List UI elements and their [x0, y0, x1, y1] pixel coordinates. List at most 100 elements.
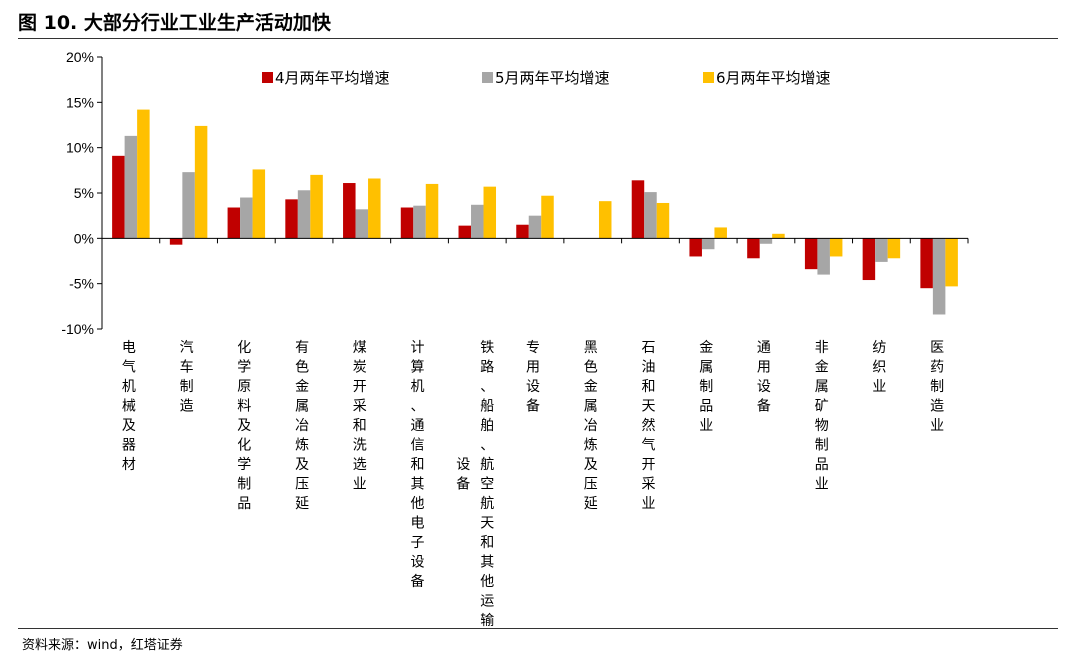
- bar-series-3-cat-10: [656, 202, 670, 239]
- category-label: 专用设备: [526, 340, 540, 415]
- category-label: 计算机、通信和其他电子设备: [411, 340, 425, 590]
- category-label-text: 医药制造业: [930, 340, 944, 434]
- bar-series-3-cat-8: [541, 195, 554, 239]
- category-label: 煤炭开采和洗选业: [353, 340, 367, 493]
- bar-series-2-cat-7: [471, 204, 484, 239]
- category-label: 化学原料及化学制品: [237, 340, 251, 512]
- category-label-text: 汽车制造: [180, 340, 194, 415]
- bar-series-3-cat-15: [945, 238, 958, 287]
- bar-series-3-cat-9: [598, 201, 612, 239]
- y-tick-label: 20%: [66, 49, 94, 65]
- category-label: 汽车制造: [180, 340, 194, 415]
- legend-swatch: [262, 72, 273, 83]
- bar-series-2-cat-4: [297, 190, 311, 239]
- bar-series-1-cat-6: [400, 207, 414, 239]
- category-label: 医药制造业: [930, 340, 944, 434]
- bar-series-1-cat-10: [631, 180, 645, 239]
- category-label-text: 专用设备: [526, 340, 540, 415]
- category-label-text: 铁路、船舶、航空航天和其他运输: [480, 340, 494, 629]
- bar-series-1-cat-13: [804, 238, 818, 270]
- bar-series-2-cat-8: [528, 215, 542, 239]
- legend: 4月两年平均增速 5月两年平均增速 6月两年平均增速: [262, 69, 831, 87]
- category-label: 有色金属冶炼及压延: [295, 340, 309, 512]
- legend-label: 6月两年平均增速: [716, 69, 831, 87]
- source-note: 资料来源：wind，红塔证券: [22, 638, 183, 653]
- title-divider: [18, 38, 1058, 39]
- legend-swatch: [703, 72, 714, 83]
- bar-series-2-cat-6: [413, 205, 426, 239]
- bar-series-3-cat-6: [425, 183, 439, 239]
- y-tick-label: 5%: [74, 185, 94, 201]
- bar-series-1-cat-14: [862, 238, 876, 281]
- bar-series-1-cat-1: [112, 155, 125, 239]
- legend-label: 4月两年平均增速: [275, 69, 390, 87]
- bar-series-1-cat-15: [920, 238, 933, 289]
- bar-series-1-cat-8: [516, 224, 529, 239]
- bar-series-1-cat-11: [689, 238, 702, 257]
- bar-series-1-cat-4: [285, 199, 298, 239]
- category-label-text: 设备: [456, 457, 470, 493]
- bar-series-1-cat-12: [747, 238, 760, 259]
- y-tick-label: 0%: [74, 230, 94, 246]
- category-labels: 电气机械及器材 汽车制造 化学原料及化学制品 有色金属冶炼及压延 煤炭开采和洗选业 计算机…: [122, 340, 944, 629]
- category-label-text: 有色金属冶炼及压延: [295, 340, 309, 512]
- y-axis: -10% -5% 0% 5% 10% 15% 20%: [61, 49, 103, 337]
- category-label: 黑色金属冶炼及压延: [584, 340, 598, 512]
- y-tick-label: 15%: [66, 94, 94, 110]
- bar-series-2-cat-2: [182, 172, 195, 239]
- category-label-text: 金属制品业: [699, 340, 713, 434]
- category-label: 金属制品业: [699, 340, 713, 434]
- category-label-text: 计算机、通信和其他电子设备: [411, 340, 425, 590]
- x-axis: [101, 237, 969, 244]
- bar-series-3-cat-4: [310, 174, 323, 239]
- category-label-text: 黑色金属冶炼及压延: [584, 340, 598, 512]
- bar-series-2-cat-11: [701, 238, 715, 250]
- legend-label: 5月两年平均增速: [495, 69, 610, 87]
- bar-series-3-cat-1: [137, 109, 150, 239]
- figure-title: 图 10. 大部分行业工业生产活动加快: [18, 12, 331, 34]
- category-label-text: 非金属矿物制品业: [815, 340, 829, 493]
- y-tick-label: 10%: [66, 140, 94, 156]
- bar-series-2-cat-3: [240, 197, 253, 239]
- bar-series-2-cat-12: [759, 238, 773, 244]
- bar-series-2-cat-13: [817, 238, 830, 275]
- legend-item: 5月两年平均增速: [482, 69, 610, 87]
- bar-series-2-cat-14: [875, 238, 888, 262]
- bar-series-3-cat-2: [194, 125, 208, 239]
- category-label: 电气机械及器材: [122, 340, 136, 473]
- legend-item: 4月两年平均增速: [262, 69, 390, 87]
- legend-item: 6月两年平均增速: [703, 69, 831, 87]
- category-label: 通用设备: [757, 340, 771, 415]
- bar-series-2-cat-10: [644, 192, 657, 239]
- category-label-text: 煤炭开采和洗选业: [353, 340, 367, 493]
- category-label-text: 电气机械及器材: [122, 340, 136, 473]
- bars: [112, 109, 958, 315]
- category-label: 石油和天然气开采业: [642, 340, 656, 512]
- y-tick-label: -10%: [61, 321, 94, 337]
- bar-series-1-cat-5: [343, 183, 356, 239]
- category-label: 纺织业: [872, 340, 886, 395]
- bar-series-3-cat-13: [829, 238, 843, 257]
- category-label-text: 石油和天然气开采业: [642, 340, 656, 512]
- source-divider: [18, 628, 1058, 629]
- y-tick-label: -5%: [69, 276, 94, 292]
- category-label-text: 通用设备: [757, 340, 771, 415]
- bar-series-3-cat-12: [772, 233, 785, 239]
- bar-series-2-cat-1: [124, 135, 138, 239]
- bar-series-1-cat-3: [227, 207, 241, 239]
- bar-series-2-cat-5: [355, 209, 369, 239]
- bar-series-3-cat-7: [483, 186, 497, 239]
- legend-swatch: [482, 72, 493, 83]
- bar-series-3-cat-11: [714, 227, 727, 239]
- bar-series-2-cat-15: [932, 238, 946, 315]
- category-label-text: 化学原料及化学制品: [237, 340, 251, 512]
- bar-series-3-cat-14: [887, 238, 901, 259]
- category-label: 非金属矿物制品业: [815, 340, 829, 493]
- bar-series-1-cat-7: [458, 225, 472, 239]
- bar-series-1-cat-2: [169, 238, 183, 245]
- bar-series-3-cat-3: [252, 169, 266, 239]
- bar-series-3-cat-5: [368, 178, 381, 239]
- category-label-text: 纺织业: [872, 340, 886, 395]
